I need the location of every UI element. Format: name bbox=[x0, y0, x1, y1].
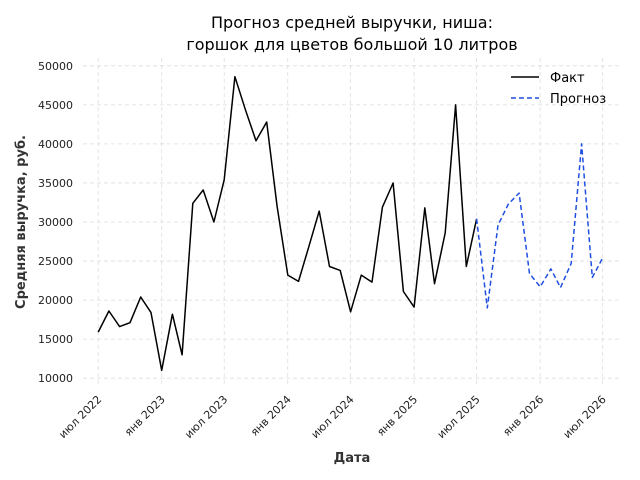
legend-label: Прогноз bbox=[550, 92, 606, 107]
x-tick-label: июл 2023 bbox=[182, 393, 230, 441]
y-tick-label: 10000 bbox=[38, 372, 73, 385]
x-tick-label: июл 2026 bbox=[561, 393, 609, 441]
series-line-1 bbox=[475, 143, 604, 309]
series-lines bbox=[97, 75, 604, 372]
y-tick-label: 40000 bbox=[38, 138, 73, 151]
x-axis-label: Дата bbox=[334, 451, 371, 466]
y-tick-label: 20000 bbox=[38, 294, 73, 307]
x-tick-label: янв 2024 bbox=[248, 393, 294, 439]
y-tick-label: 30000 bbox=[38, 216, 73, 229]
legend: Факт Прогноз bbox=[511, 71, 606, 107]
chart-title-line-2: горшок для цветов большой 10 литров bbox=[186, 35, 517, 54]
y-tick-label: 35000 bbox=[38, 177, 73, 190]
series-line-0 bbox=[97, 75, 478, 372]
y-tick-label: 25000 bbox=[38, 255, 73, 268]
y-axis-ticks: 10000 15000 20000 25000 30000 35000 40000 45000… bbox=[38, 60, 73, 385]
y-axis-label: Средняя выручка, руб. bbox=[14, 135, 29, 309]
x-tick-label: июл 2024 bbox=[309, 393, 357, 441]
x-tick-label: янв 2025 bbox=[374, 393, 420, 439]
x-tick-label: янв 2026 bbox=[500, 393, 546, 439]
grid bbox=[83, 58, 622, 386]
chart-title-line-1: Прогноз средней выручки, ниша: bbox=[211, 13, 493, 32]
legend-label: Факт bbox=[550, 71, 585, 86]
y-tick-label: 50000 bbox=[38, 60, 73, 73]
x-tick-label: июл 2025 bbox=[435, 393, 483, 441]
x-tick-label: июл 2022 bbox=[56, 393, 104, 441]
x-axis-ticks: июл 2022 янв 2023 июл 2023 янв 2024 июл 2024… bbox=[56, 393, 609, 441]
chart-title: Прогноз средней выручки, ниша: горшок дл… bbox=[186, 13, 517, 54]
y-tick-label: 45000 bbox=[38, 99, 73, 112]
x-tick-label: янв 2023 bbox=[122, 393, 168, 439]
y-tick-label: 15000 bbox=[38, 333, 73, 346]
